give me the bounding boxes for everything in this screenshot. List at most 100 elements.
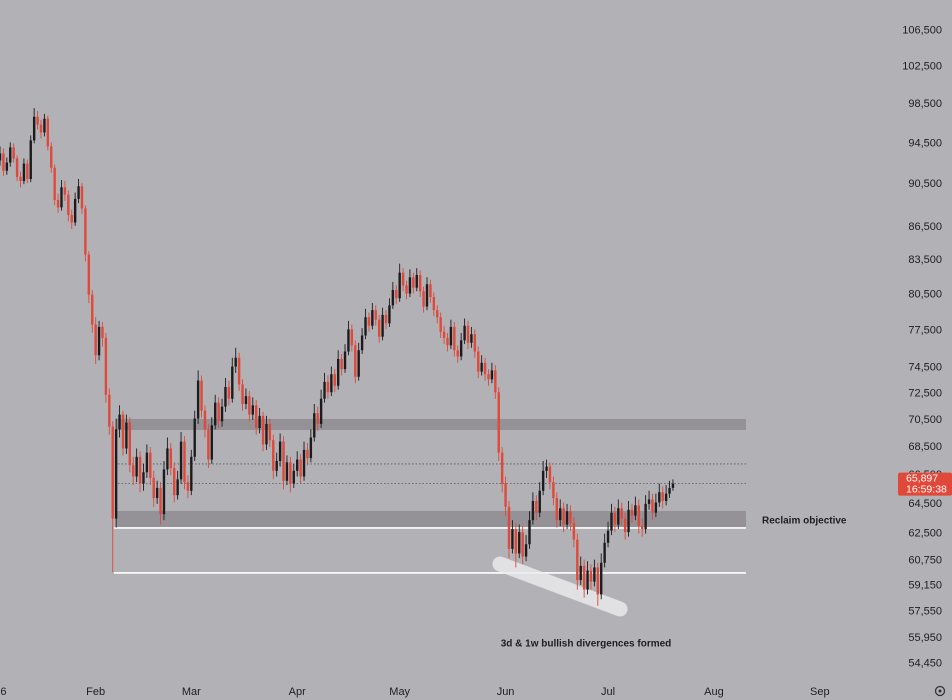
candle-body [610, 512, 613, 531]
candle-body [237, 357, 241, 385]
x-tick-label: Aug [704, 686, 724, 698]
candle-body [104, 337, 108, 395]
candle-body [600, 562, 603, 595]
candle-body [518, 532, 521, 554]
candle-body [248, 396, 251, 415]
candle-body [295, 459, 299, 471]
candle-body [2, 153, 5, 171]
candle-body [360, 335, 364, 351]
candle-body [210, 425, 213, 460]
candle-body [108, 394, 111, 427]
candle-body [494, 370, 497, 393]
candle-body [84, 208, 87, 255]
candle-body [176, 479, 179, 496]
candle-body [473, 334, 477, 352]
x-tick-label: May [389, 686, 410, 698]
x-tick-label: Jun [497, 686, 515, 698]
candle-body [480, 362, 483, 372]
candle-body [459, 340, 463, 357]
candle-body [323, 381, 326, 399]
candle-body [637, 505, 640, 527]
y-tick-label: 70,500 [908, 414, 942, 426]
candle-body [299, 459, 302, 477]
candle-body [439, 317, 442, 332]
candle-body [227, 387, 231, 399]
candle-body [562, 508, 565, 525]
candle-body [668, 487, 671, 494]
candle-body [449, 326, 453, 346]
candle-body [381, 314, 384, 337]
candle-body [224, 387, 227, 407]
candle-body [5, 162, 9, 171]
candle-body [67, 194, 70, 215]
candle-body [442, 331, 446, 338]
candle-body [97, 326, 101, 356]
candle-body [330, 374, 333, 393]
candle-body [128, 422, 132, 466]
candle-body [73, 198, 77, 223]
candle-body [63, 187, 67, 195]
annotation: 3d & 1w bullish divergences formed [501, 639, 672, 650]
candle-body [555, 498, 559, 521]
candle-body [302, 449, 306, 477]
candle-body [647, 499, 651, 504]
candle-body [43, 118, 46, 133]
candle-body [12, 147, 15, 159]
candle-body [244, 396, 248, 404]
zone [116, 418, 746, 431]
candle-body [357, 350, 360, 377]
last-price-box [898, 472, 952, 496]
settings-icon-ring[interactable] [934, 685, 946, 697]
candle-body [121, 414, 125, 449]
candle-body [477, 351, 480, 372]
candle-body [217, 402, 220, 422]
candle-body [582, 565, 586, 590]
candle-body [155, 487, 159, 499]
candle-body [347, 329, 350, 352]
settings-icon-dot[interactable] [938, 689, 942, 693]
candle-body [101, 326, 104, 338]
candle-body [56, 199, 60, 208]
candle-body [483, 362, 487, 375]
candle-body [671, 483, 675, 488]
candle-body [118, 414, 121, 430]
candle-body [374, 310, 377, 320]
candle-body [179, 441, 183, 480]
candle-body [395, 290, 398, 299]
candle-body [186, 482, 190, 491]
candle-body [569, 511, 572, 524]
x-tick-label: Sep [810, 686, 830, 698]
candle-body [579, 565, 582, 581]
candle-body [661, 492, 664, 501]
candle-body [504, 483, 507, 507]
candle-body [367, 317, 371, 326]
x-tick-label: Feb [86, 686, 105, 698]
candle-body [596, 567, 600, 595]
candle-body [190, 456, 193, 491]
candle-body [149, 452, 152, 478]
candle-body [241, 384, 244, 404]
candle-body [26, 163, 29, 179]
candle-body [405, 285, 408, 294]
countdown: 16:59:38 [906, 483, 947, 495]
candle-body [343, 351, 347, 370]
candle-body [285, 462, 289, 481]
candle-body [292, 470, 295, 484]
candle-body [524, 544, 528, 557]
candle-body [152, 477, 155, 499]
candle-body [60, 187, 63, 208]
last-price-label: 65,897 [906, 472, 938, 484]
candle-body [268, 423, 272, 441]
y-tick-label: 57,550 [908, 605, 942, 617]
candle-body [200, 380, 203, 411]
y-tick-label: 60,750 [908, 554, 942, 566]
candle-body [214, 402, 217, 426]
settings-icon[interactable] [934, 685, 946, 697]
candle-body [630, 509, 634, 516]
candle-body [535, 500, 538, 513]
candle-body [313, 413, 316, 438]
candle-body [500, 452, 504, 484]
y-tick-label: 102,500 [902, 61, 942, 73]
